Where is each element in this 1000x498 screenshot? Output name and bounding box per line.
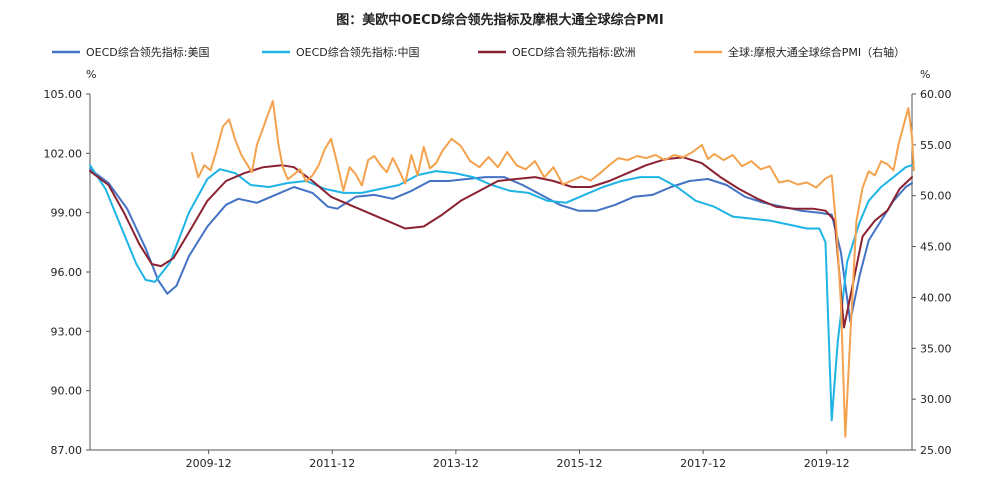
left-tick-label: 105.00 bbox=[44, 88, 83, 101]
left-tick-label: 87.00 bbox=[51, 444, 83, 457]
legend-label-3: OECD综合领先指标:欧洲 bbox=[512, 45, 635, 59]
right-tick-label: 40.00 bbox=[920, 291, 952, 304]
x-tick-label: 2017-12 bbox=[680, 457, 726, 470]
series-line-1 bbox=[89, 168, 913, 323]
series-line-4 bbox=[191, 100, 915, 438]
left-tick-label: 93.00 bbox=[51, 325, 83, 338]
right-tick-label: 25.00 bbox=[920, 444, 952, 457]
legend-label-2: OECD综合领先指标:中国 bbox=[296, 45, 419, 59]
left-axis-unit: % bbox=[86, 68, 96, 81]
plot-area bbox=[89, 100, 915, 438]
legend-label-4: 全球:摩根大通全球综合PMI（右轴） bbox=[728, 45, 905, 59]
series-line-3 bbox=[89, 156, 913, 329]
x-tick-label: 2009-12 bbox=[186, 457, 232, 470]
right-tick-label: 60.00 bbox=[920, 88, 952, 101]
chart-title: 图：美欧中OECD综合领先指标及摩根大通全球综合PMI bbox=[336, 12, 664, 28]
x-tick-label: 2013-12 bbox=[433, 457, 479, 470]
right-tick-label: 45.00 bbox=[920, 241, 952, 254]
left-tick-label: 96.00 bbox=[51, 266, 83, 279]
right-axis-unit: % bbox=[920, 68, 930, 81]
legend-label-1: OECD综合领先指标:美国 bbox=[86, 45, 209, 59]
left-tick-label: 102.00 bbox=[44, 147, 83, 160]
legend: OECD综合领先指标:美国 OECD综合领先指标:中国 OECD综合领先指标:欧洲 全… bbox=[52, 45, 905, 59]
right-tick-label: 55.00 bbox=[920, 139, 952, 152]
right-tick-label: 30.00 bbox=[920, 393, 952, 406]
x-tick-label: 2011-12 bbox=[309, 457, 355, 470]
series-line-2 bbox=[89, 164, 913, 422]
x-tick-label: 2015-12 bbox=[557, 457, 603, 470]
right-tick-label: 50.00 bbox=[920, 190, 952, 203]
left-tick-label: 99.00 bbox=[51, 207, 83, 220]
left-tick-label: 90.00 bbox=[51, 385, 83, 398]
x-tick-label: 2019-12 bbox=[804, 457, 850, 470]
right-tick-label: 35.00 bbox=[920, 342, 952, 355]
